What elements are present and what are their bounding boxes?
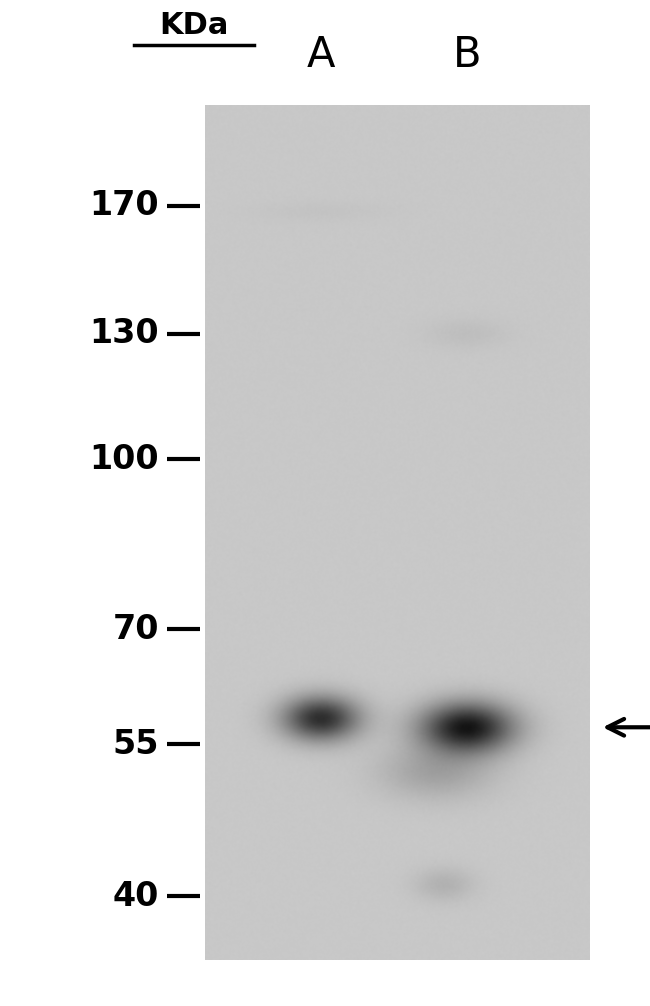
Text: 70: 70 xyxy=(112,613,159,646)
Text: B: B xyxy=(452,34,481,76)
Text: 40: 40 xyxy=(112,880,159,912)
Text: 100: 100 xyxy=(90,443,159,476)
Text: KDa: KDa xyxy=(159,11,229,40)
Text: 55: 55 xyxy=(112,727,159,761)
Text: A: A xyxy=(306,34,335,76)
Text: 170: 170 xyxy=(90,189,159,222)
Text: 130: 130 xyxy=(90,317,159,350)
